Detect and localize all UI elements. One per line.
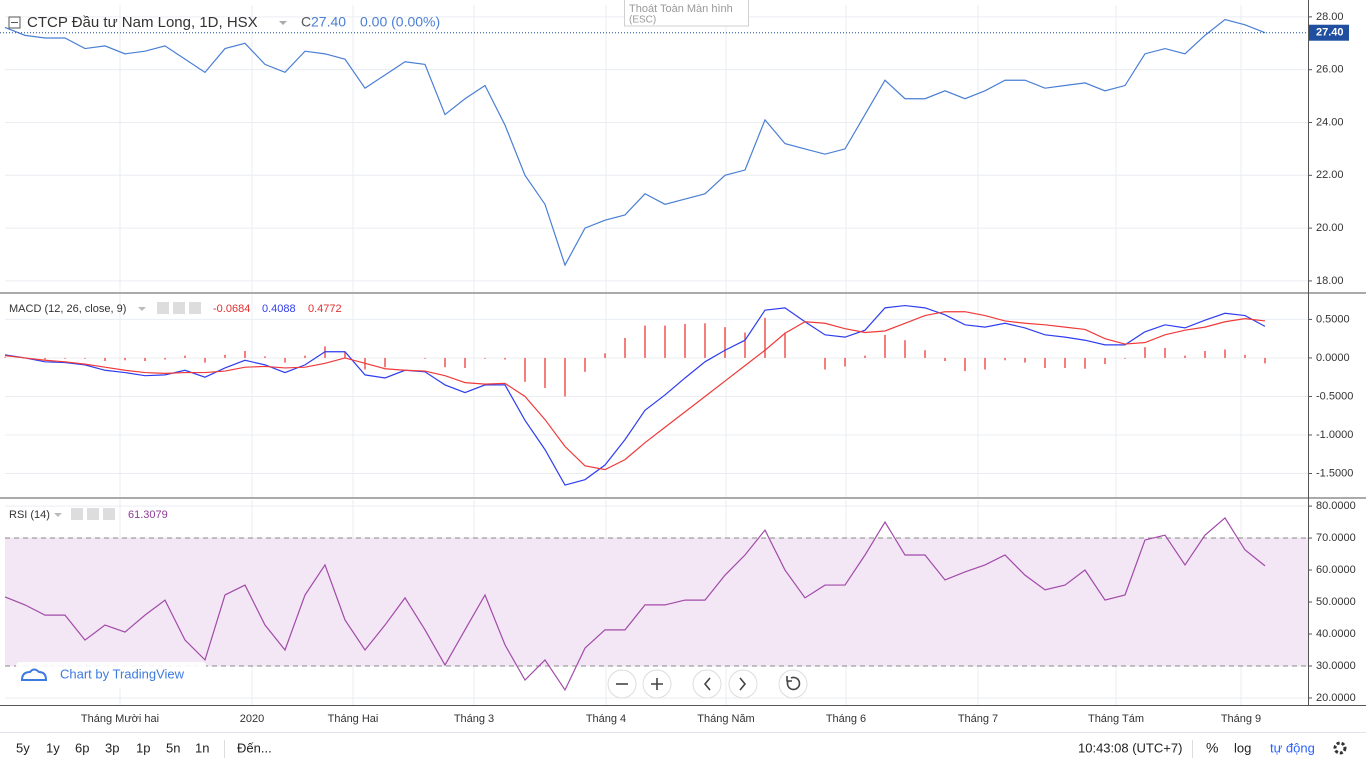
plus-icon <box>651 678 663 690</box>
macd-hist-value: -0.0684 <box>213 303 250 315</box>
range-button[interactable]: 3p <box>105 740 119 755</box>
y-tick-label: 80.0000 <box>1316 500 1356 512</box>
range-button[interactable]: 1p <box>136 740 150 755</box>
remove-icon[interactable] <box>103 508 115 520</box>
rsi-title: RSI (14) <box>9 509 50 521</box>
percent-toggle[interactable]: % <box>1206 740 1218 756</box>
y-tick-label: 28.00 <box>1316 11 1344 23</box>
range-button[interactable]: 5y <box>16 740 30 755</box>
x-tick-label: Tháng 4 <box>586 713 626 725</box>
close-value: 27.40 <box>311 14 346 30</box>
tradingview-logo <box>20 668 48 681</box>
auto-toggle[interactable]: tự động <box>1270 740 1315 755</box>
y-tick-label: 24.00 <box>1316 116 1344 128</box>
macd-signal-value: 0.4772 <box>308 303 342 315</box>
change-value: 0.00 (0.00%) <box>360 14 440 30</box>
x-tick-label: Tháng 6 <box>826 713 866 725</box>
log-toggle[interactable]: log <box>1234 740 1251 755</box>
settings-icon[interactable] <box>173 302 185 314</box>
range-button[interactable]: 5n <box>166 740 180 755</box>
series-line <box>4 311 1266 471</box>
clock[interactable]: 10:43:08 (UTC+7) <box>1078 740 1182 755</box>
range-button[interactable]: 1n <box>195 740 209 755</box>
dropdown-arrow[interactable] <box>279 21 287 25</box>
x-tick-label: Tháng Năm <box>697 713 754 725</box>
y-tick-label: 50.0000 <box>1316 596 1356 608</box>
x-tick-label: Tháng 7 <box>958 713 998 725</box>
remove-icon[interactable] <box>189 302 201 314</box>
rsi-value: 61.3079 <box>128 509 168 521</box>
reset-button[interactable] <box>778 669 808 699</box>
y-tick-label: 0.0000 <box>1316 352 1350 364</box>
scroll-right-button[interactable] <box>728 669 758 699</box>
collapse-icon[interactable] <box>8 16 21 29</box>
range-button[interactable]: 1y <box>46 740 60 755</box>
series-line <box>4 18 1266 267</box>
y-tick-label: 18.00 <box>1316 275 1344 287</box>
ohlc-label: C <box>301 14 311 30</box>
plot-area: 18.00 20.00 22.00 24.00 26.00 28.00 27.40 0.500… <box>0 5 1366 725</box>
y-tick-label: -1.5000 <box>1316 467 1353 479</box>
visibility-icon[interactable] <box>157 302 169 314</box>
dropdown-arrow[interactable] <box>54 513 62 517</box>
goto-date-button[interactable]: Đến... <box>237 740 272 755</box>
left-icon <box>703 677 711 691</box>
settings-button[interactable] <box>1333 741 1347 755</box>
scroll-left-button[interactable] <box>692 669 722 699</box>
y-tick-label: -1.0000 <box>1316 429 1353 441</box>
navigation-icons <box>616 676 801 691</box>
reset-icon <box>786 676 801 691</box>
watermark-box[interactable] <box>16 662 206 688</box>
y-tick-label: -0.5000 <box>1316 390 1353 402</box>
right-icon <box>739 677 747 691</box>
y-tick-label: 26.00 <box>1316 64 1344 76</box>
x-tick-label: Tháng 9 <box>1221 713 1261 725</box>
y-tick-label: 70.0000 <box>1316 532 1356 544</box>
y-tick-label: 60.0000 <box>1316 564 1356 576</box>
y-tick-label: 40.0000 <box>1316 628 1356 640</box>
rsi-band <box>5 538 1308 666</box>
visibility-icon[interactable] <box>71 508 83 520</box>
series-line <box>4 304 1266 486</box>
x-tick-label: 2020 <box>240 713 264 725</box>
x-tick-label: Tháng Mười hai <box>81 713 159 725</box>
series-line <box>4 516 1266 692</box>
last-price-label: 27.40 <box>1316 27 1344 39</box>
macd-title: MACD (12, 26, close, 9) <box>9 303 126 315</box>
navigation-buttons <box>607 669 808 699</box>
fullscreen-key: (ESC) <box>629 15 656 26</box>
y-tick-label: 22.00 <box>1316 169 1344 181</box>
macd-line-value: 0.4088 <box>262 303 296 315</box>
dropdown-arrow[interactable] <box>138 307 146 311</box>
y-tick-label: 30.0000 <box>1316 660 1356 672</box>
range-button[interactable]: 6p <box>75 740 89 755</box>
watermark[interactable]: Chart by TradingView <box>60 666 185 681</box>
fullscreen-hint: Thoát Toàn Màn hình <box>629 3 733 15</box>
x-tick-label: Tháng 3 <box>454 713 494 725</box>
symbol-title: CTCP Đầu tư Nam Long, 1D, HSX <box>27 14 258 31</box>
fullscreen-hint-box[interactable] <box>624 0 749 27</box>
settings-icon[interactable] <box>87 508 99 520</box>
y-tick-label: 20.00 <box>1316 222 1344 234</box>
x-tick-label: Tháng Hai <box>328 713 379 725</box>
x-tick-label: Tháng Tám <box>1088 713 1144 725</box>
y-tick-label: 20.0000 <box>1316 692 1356 704</box>
y-tick-label: 0.5000 <box>1316 313 1350 325</box>
last-price-tag <box>1309 24 1349 41</box>
